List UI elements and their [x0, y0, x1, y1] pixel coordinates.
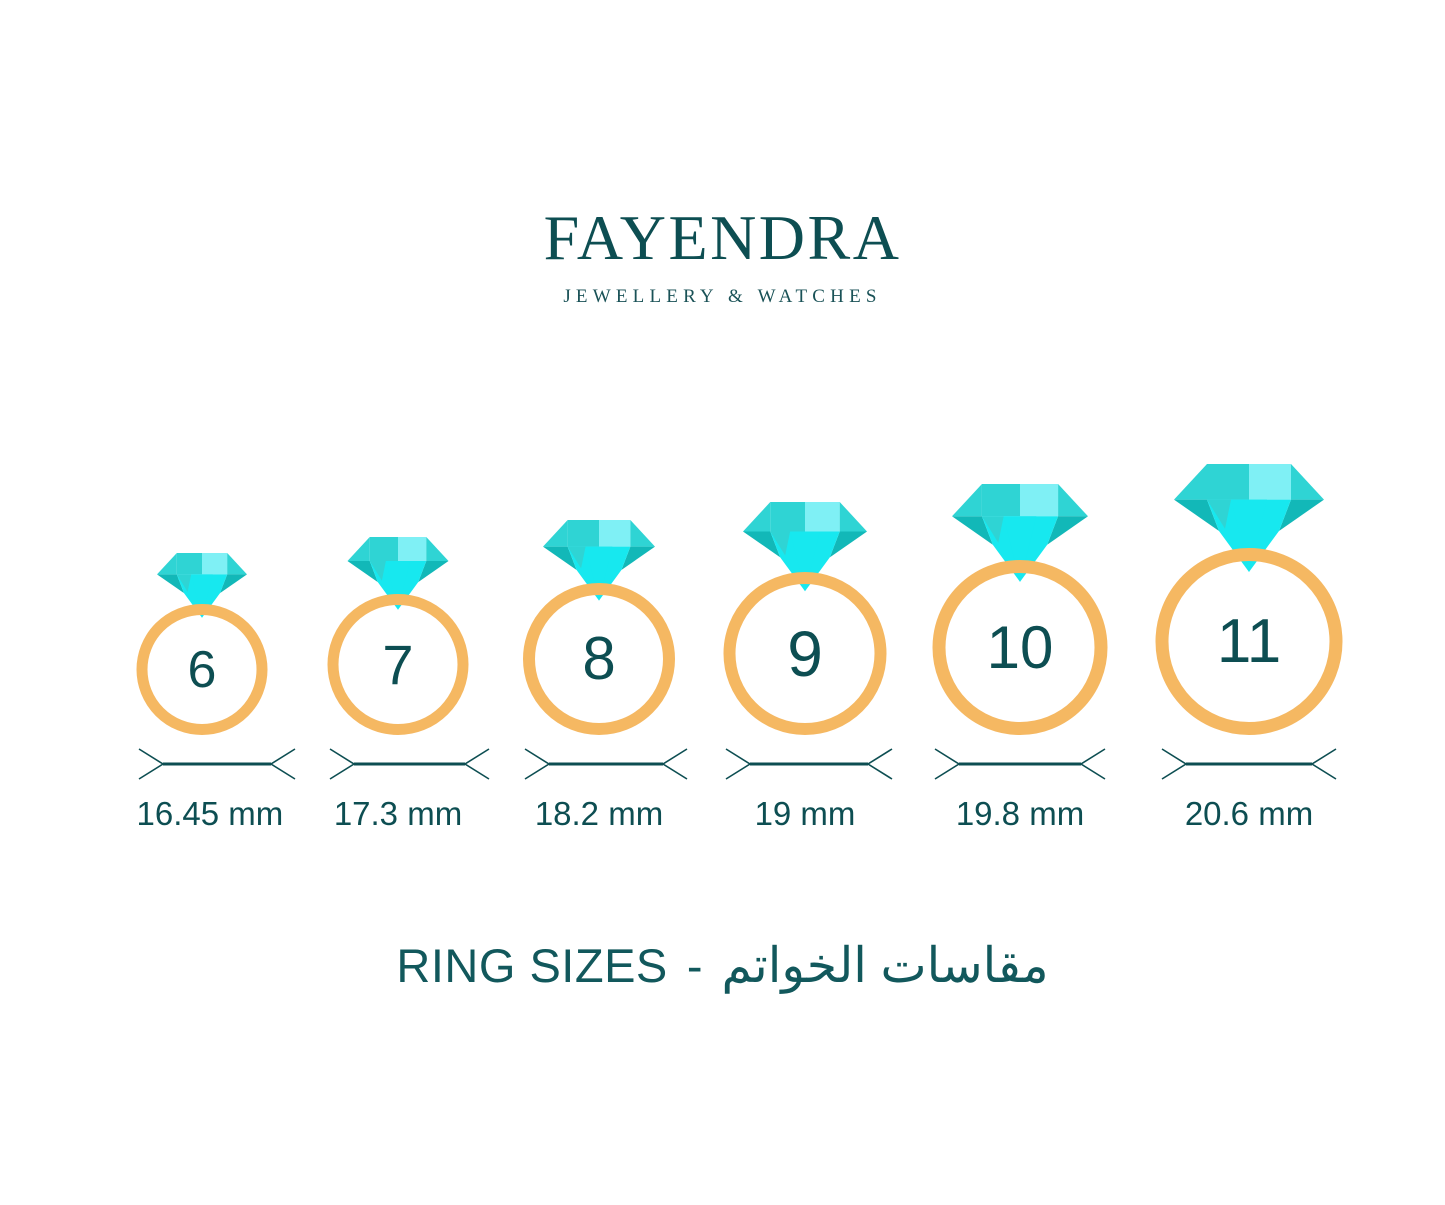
ring-illustration: 6 — [136, 553, 268, 735]
page-title: RING SIZES - مقاسات الخواتم — [0, 938, 1445, 994]
page-title-arabic: مقاسات الخواتم — [721, 939, 1049, 993]
ring-size-item[interactable]: 10 19.8 mm — [932, 483, 1108, 832]
dimension-arrow — [934, 748, 1106, 780]
ring-size-item[interactable]: 11 20.6 mm — [1155, 463, 1343, 832]
dimension-arrow — [725, 748, 892, 780]
ring-size-number: 10 — [986, 613, 1054, 681]
diamond-icon — [157, 553, 247, 619]
ring-illustration: 11 — [1155, 463, 1343, 735]
diamond-icon — [1174, 463, 1324, 572]
ring-size-item[interactable]: 6 16.45 mm — [136, 553, 295, 832]
ring-diameter-label: 20.6 mm — [1184, 795, 1314, 832]
brand-wordmark: FAYENDRA — [543, 202, 902, 273]
ring-size-item[interactable]: 9 19 mm — [723, 502, 892, 832]
ring-size-item[interactable]: 8 18.2 mm — [523, 520, 688, 832]
ring-band: 9 — [723, 572, 887, 735]
ring-size-number: 6 — [187, 640, 217, 699]
ring-size-number: 11 — [1216, 606, 1282, 676]
ring-size-number: 8 — [582, 625, 616, 692]
ring-band: 8 — [523, 583, 675, 735]
ring-size-number: 7 — [382, 632, 414, 696]
dimension-arrow — [138, 748, 295, 780]
ring-illustration: 7 — [327, 537, 469, 735]
ring-band: 10 — [932, 560, 1108, 735]
page-title-separator: - — [686, 939, 703, 992]
ring-band: 6 — [136, 604, 268, 735]
ring-band: 11 — [1155, 548, 1343, 735]
ring-illustration: 8 — [523, 520, 675, 735]
ring-illustration: 10 — [932, 483, 1108, 735]
ring-size-number: 9 — [787, 617, 823, 690]
page-title-english: RING SIZES — [396, 939, 668, 992]
brand-logo: FAYENDRA JEWELLERY & WATCHES — [0, 202, 1445, 307]
ring-illustration: 9 — [723, 502, 887, 735]
ring-diameter-label: 19.8 mm — [955, 795, 1085, 832]
ring-diameter-label: 18.2 mm — [534, 795, 664, 832]
dimension-arrow — [1161, 748, 1337, 780]
ring-diameter-label: 17.3 mm — [333, 795, 463, 832]
dimension-arrow — [329, 748, 489, 780]
diamond-icon — [347, 537, 449, 610]
ring-diameter-label: 16.45 mm — [136, 795, 284, 832]
ring-diameter-label: 19 mm — [754, 795, 856, 832]
dimension-arrow — [524, 748, 688, 780]
ring-band: 7 — [327, 594, 469, 735]
ring-size-chart: 6 16.45 mm 7 17.3 mm 8 18.2 mm 9 19 mm 10 19.8 mm… — [0, 440, 1445, 830]
ring-size-item[interactable]: 7 17.3 mm — [327, 537, 489, 832]
brand-tagline: JEWELLERY & WATCHES — [563, 286, 882, 307]
